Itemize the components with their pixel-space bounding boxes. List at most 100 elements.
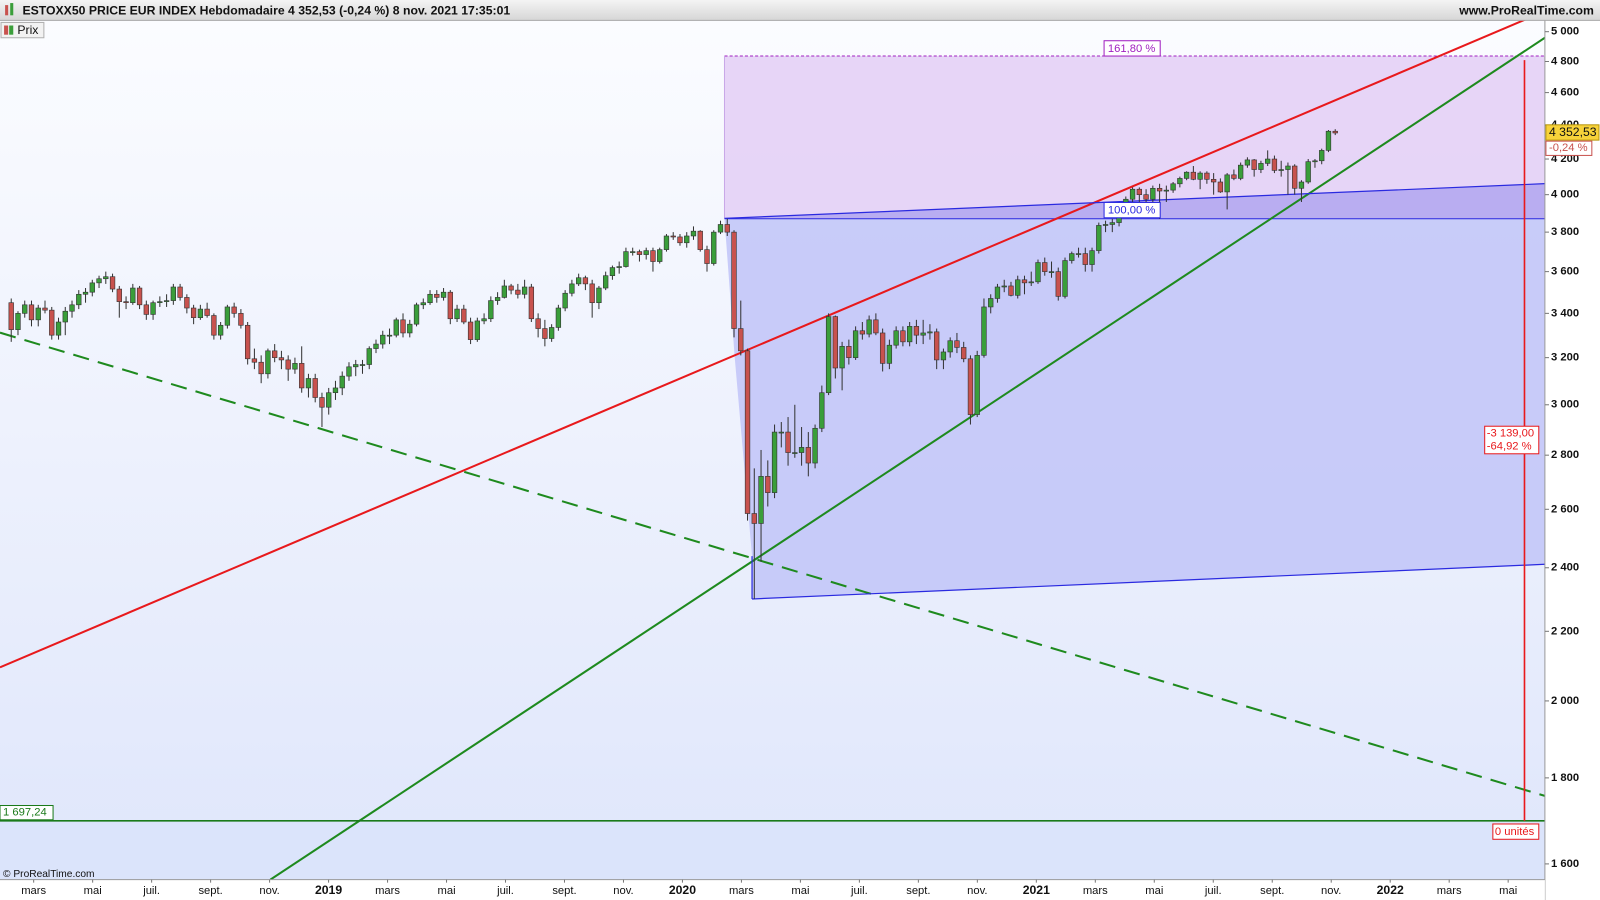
candle-body (157, 301, 163, 304)
trendline-green (269, 36, 1545, 880)
x-tick-label: sept. (552, 885, 576, 897)
candle-body (1183, 171, 1190, 179)
candle-body (879, 332, 886, 364)
candle-body (434, 293, 440, 298)
y-tick-label: 1 600 (1551, 858, 1579, 870)
candle-body (548, 327, 555, 339)
candle-body (1292, 165, 1298, 189)
candle-body (751, 513, 757, 524)
candle-body (1217, 181, 1224, 193)
candle-body (285, 359, 291, 370)
candle-body (771, 431, 778, 493)
x-tick-label: 2019 (315, 883, 342, 897)
candle-body (136, 287, 143, 306)
y-tick-label: 4 600 (1551, 87, 1579, 99)
candle-body (1231, 174, 1237, 179)
candle-body (15, 313, 21, 330)
x-tick-label: mai (84, 885, 102, 897)
legend[interactable]: Prix (0, 21, 45, 39)
candle-body (123, 301, 129, 304)
candle-body (1271, 158, 1278, 171)
candle-body (1102, 224, 1109, 226)
y-tick-label: 4 000 (1551, 189, 1579, 201)
candle-body (1163, 189, 1169, 192)
candle-body (1197, 172, 1203, 180)
candle-body (163, 300, 170, 302)
candle-body (278, 357, 285, 361)
candle-body (265, 350, 271, 375)
x-tick-label: 2020 (669, 883, 696, 897)
candle-body (1015, 279, 1021, 296)
candle-body (143, 304, 149, 315)
candle-body (467, 321, 474, 340)
candle-body (447, 291, 453, 320)
candle-body (501, 285, 507, 298)
candle-body (1190, 171, 1197, 180)
candle-body (474, 320, 480, 340)
candle-body (832, 316, 839, 369)
channel-top (724, 183, 1545, 219)
candle-body (170, 286, 177, 301)
candle-body (846, 346, 852, 358)
x-tick-label: mai (1499, 885, 1517, 897)
y-tick-label: 2 000 (1551, 695, 1579, 707)
x-tick-label: mars (375, 885, 400, 897)
candle-body (217, 324, 224, 336)
candle-body (380, 334, 386, 345)
candle-body (28, 304, 35, 321)
candle-body (1089, 250, 1095, 265)
candle-body (582, 277, 589, 285)
fib-label: 161,80 % (1108, 43, 1155, 55)
x-tick-label: nov. (613, 885, 633, 897)
candle-body (326, 392, 332, 408)
candle-body (413, 304, 420, 325)
x-tick-label: mars (1083, 885, 1108, 897)
candle-body (542, 328, 548, 339)
y-tick-label: 2 800 (1551, 449, 1579, 461)
candle-body (603, 275, 609, 289)
candle-body (994, 286, 1001, 299)
measure-label-box (1484, 425, 1540, 455)
candle-body (494, 297, 501, 301)
fib-label: 100,00 % (1108, 205, 1155, 217)
candle-body (1069, 253, 1075, 261)
candle-body (190, 307, 197, 318)
y-tick-label: 1 800 (1551, 772, 1579, 784)
candle-body (947, 340, 953, 353)
candle-body (596, 287, 602, 304)
channel-bottom (752, 563, 1545, 600)
hline-label: 1 697,24 (3, 807, 47, 819)
candle-body (407, 323, 413, 334)
y-tick-label: 5 000 (1551, 26, 1579, 38)
candle-body (961, 347, 967, 360)
change-tag (1545, 140, 1593, 156)
candle-body (332, 387, 339, 394)
fib-label-box (1103, 40, 1161, 57)
candle-body (109, 276, 116, 290)
candle-body (211, 315, 217, 336)
legend-label[interactable]: Prix (17, 23, 38, 37)
candle-body (981, 306, 987, 356)
candle-body (103, 276, 109, 280)
x-tick-label: juil. (850, 885, 868, 897)
candle-body (690, 230, 697, 237)
x-tick-label: sept. (906, 885, 930, 897)
candle-body (55, 321, 62, 336)
candle-body (299, 363, 305, 389)
candle-body (1062, 260, 1068, 297)
candle-body (1210, 178, 1217, 183)
candle-body (481, 318, 487, 322)
candle-body (873, 319, 879, 334)
candle-body (738, 328, 744, 352)
candle-body (1136, 188, 1142, 195)
y-tick-label: 2 600 (1551, 503, 1579, 515)
copyright: © ProRealTime.com (3, 869, 94, 880)
candle-body (197, 308, 204, 318)
candle-body (49, 309, 55, 336)
candle-body (528, 286, 535, 320)
candle-body (1204, 172, 1210, 180)
y-tick-label: 2 200 (1551, 625, 1579, 637)
candle-body (22, 304, 28, 314)
units-label-box (1492, 823, 1540, 840)
